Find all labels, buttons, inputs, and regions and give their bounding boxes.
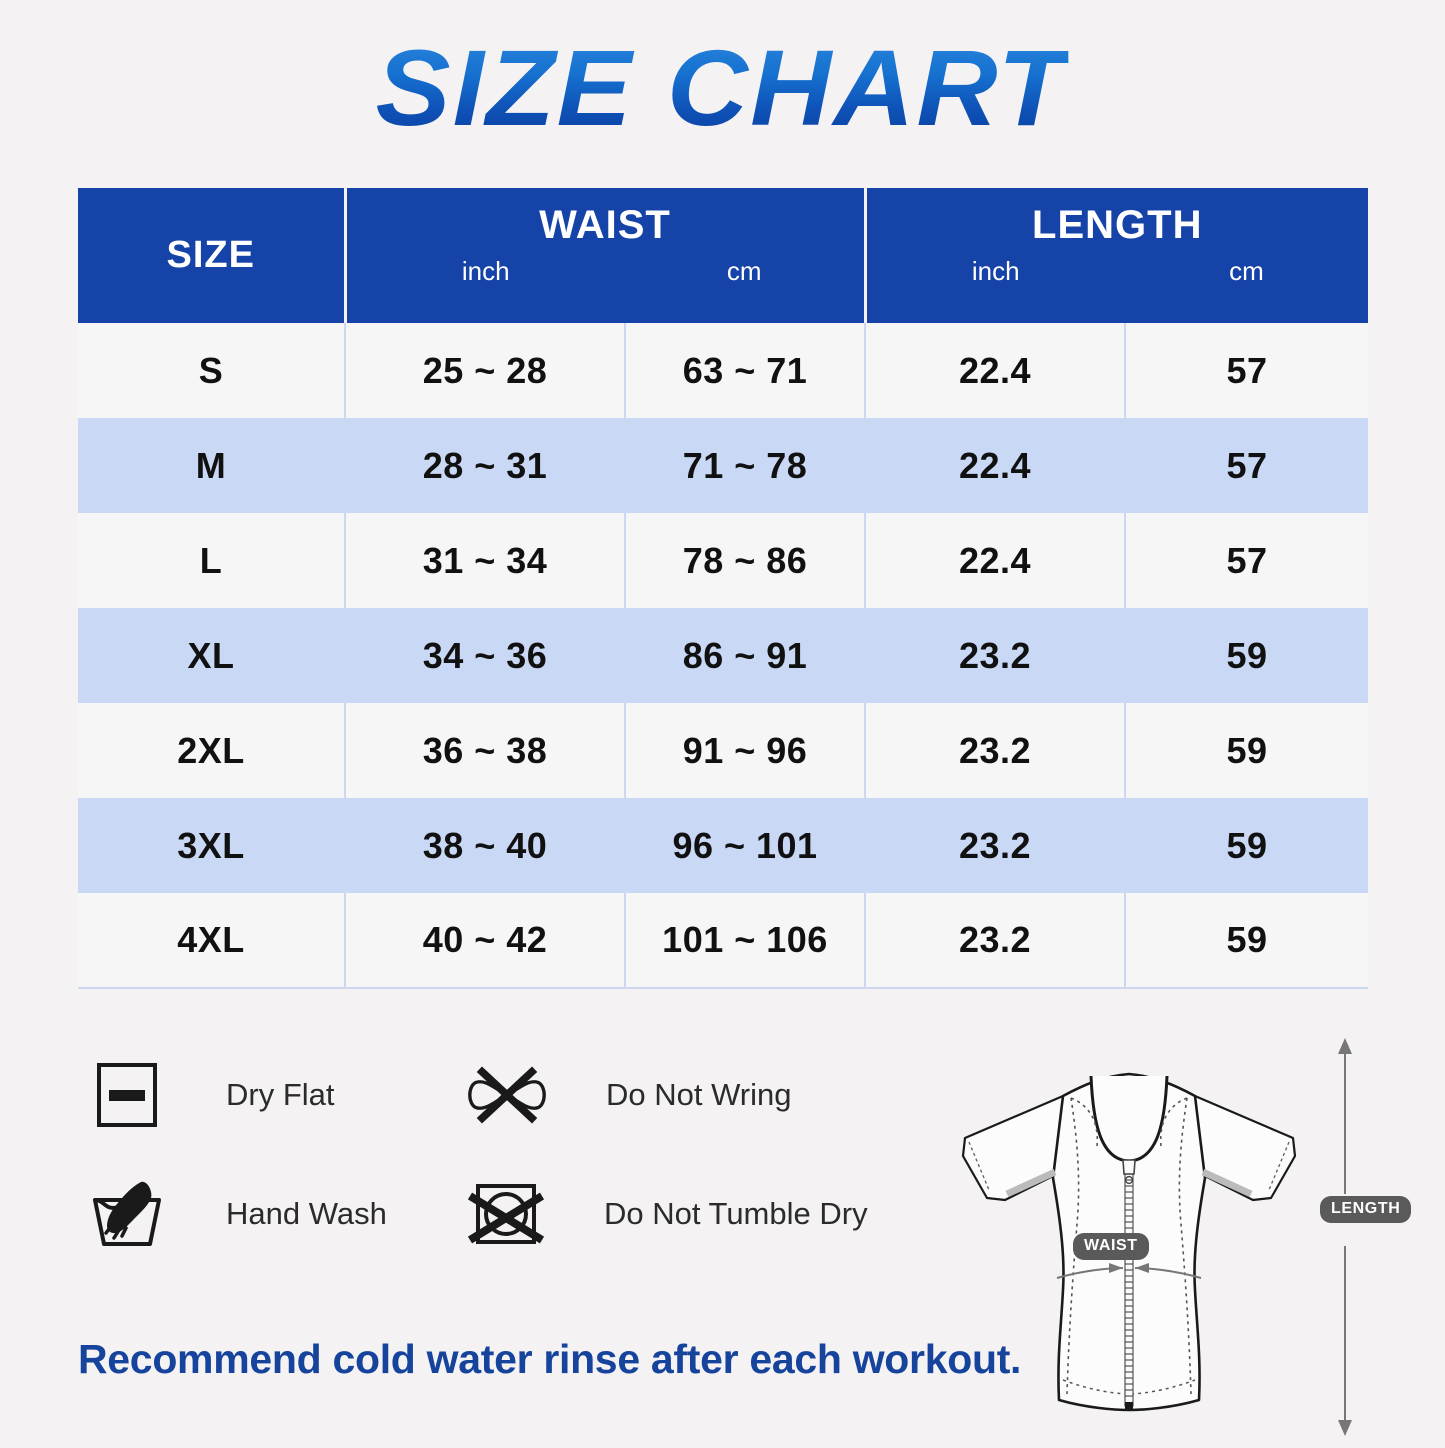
size-chart-table: SIZE WAIST LENGTH inch cm inch cm S 25 ~ …: [78, 188, 1369, 989]
recommendation-text: Recommend cold water rinse after each wo…: [78, 1336, 1022, 1382]
cell-waist-inch: 31 ~ 34: [345, 513, 626, 608]
cell-size: XL: [78, 608, 346, 703]
cell-size: 2XL: [78, 703, 346, 798]
care-label-hand-wash: Hand Wash: [226, 1196, 387, 1231]
cell-length-cm: 57: [1125, 418, 1369, 513]
cell-length-inch: 22.4: [865, 418, 1127, 513]
table-row: 4XL 40 ~ 42 101 ~ 106 23.2 59: [78, 893, 1369, 989]
cell-length-inch: 23.2: [865, 893, 1127, 989]
waist-badge: WAIST: [1073, 1233, 1149, 1260]
cell-waist-cm: 78 ~ 86: [625, 513, 867, 608]
cell-waist-cm: 71 ~ 78: [625, 418, 867, 513]
length-badge: LENGTH: [1320, 1196, 1412, 1223]
table-row: 2XL 36 ~ 38 91 ~ 96 23.2 59: [78, 703, 1369, 798]
cell-waist-inch: 38 ~ 40: [345, 798, 626, 893]
header-waist: WAIST: [345, 188, 867, 250]
table-row: M 28 ~ 31 71 ~ 78 22.4 57: [78, 418, 1369, 513]
cell-length-cm: 59: [1125, 798, 1369, 893]
hand-wash-icon: [86, 1178, 168, 1250]
header-length: LENGTH: [865, 188, 1369, 250]
cell-length-inch: 23.2: [865, 703, 1127, 798]
header-length-cm: cm: [1125, 250, 1369, 323]
cell-length-cm: 59: [1125, 608, 1369, 703]
dry-flat-icon: [86, 1060, 168, 1130]
do-not-tumble-dry-icon: [466, 1178, 546, 1250]
care-item-hand-wash: Hand Wash: [86, 1178, 466, 1250]
cell-waist-cm: 86 ~ 91: [625, 608, 867, 703]
table-row: 3XL 38 ~ 40 96 ~ 101 23.2 59: [78, 798, 1369, 893]
cell-length-cm: 59: [1125, 893, 1369, 989]
cell-length-inch: 23.2: [865, 798, 1127, 893]
garment-illustration: [961, 1038, 1352, 1436]
page-title: SIZE CHART: [376, 26, 1069, 148]
table-body: S 25 ~ 28 63 ~ 71 22.4 57 M 28 ~ 31 71 ~ 78 22.4…: [78, 323, 1369, 989]
care-label-do-not-wring: Do Not Wring: [606, 1077, 792, 1112]
cell-length-inch: 23.2: [865, 608, 1127, 703]
garment-diagram: WAIST LENGTH: [945, 1028, 1415, 1443]
care-row-1: Dry Flat Do Not Wring: [86, 1060, 946, 1130]
header-waist-cm: cm: [625, 250, 867, 323]
care-row-2: Hand Wash Do Not Tumble Dry: [86, 1178, 946, 1250]
cell-size: M: [78, 418, 346, 513]
cell-waist-cm: 91 ~ 96: [625, 703, 867, 798]
care-item-do-not-wring: Do Not Wring: [466, 1060, 846, 1130]
header-length-inch: inch: [865, 250, 1126, 323]
care-instructions: Dry Flat Do Not Wring: [86, 1060, 946, 1298]
care-item-dry-flat: Dry Flat: [86, 1060, 466, 1130]
cell-waist-inch: 34 ~ 36: [345, 608, 626, 703]
cell-waist-inch: 28 ~ 31: [345, 418, 626, 513]
table-header: SIZE WAIST LENGTH inch cm inch cm: [78, 188, 1369, 323]
cell-waist-inch: 36 ~ 38: [345, 703, 626, 798]
table-row: S 25 ~ 28 63 ~ 71 22.4 57: [78, 323, 1369, 418]
care-label-do-not-tumble-dry: Do Not Tumble Dry: [604, 1196, 868, 1231]
cell-length-cm: 57: [1125, 323, 1369, 418]
cell-length-inch: 22.4: [865, 513, 1127, 608]
cell-waist-inch: 40 ~ 42: [345, 893, 626, 989]
cell-size: 4XL: [78, 893, 346, 989]
cell-waist-inch: 25 ~ 28: [345, 323, 626, 418]
header-waist-inch: inch: [345, 250, 625, 323]
cell-size: S: [78, 323, 346, 418]
care-label-dry-flat: Dry Flat: [226, 1077, 335, 1112]
care-item-do-not-tumble-dry: Do Not Tumble Dry: [466, 1178, 868, 1250]
table-row: L 31 ~ 34 78 ~ 86 22.4 57: [78, 513, 1369, 608]
cell-length-cm: 57: [1125, 513, 1369, 608]
cell-size: 3XL: [78, 798, 346, 893]
cell-size: L: [78, 513, 346, 608]
do-not-wring-icon: [466, 1060, 548, 1130]
cell-length-cm: 59: [1125, 703, 1369, 798]
cell-waist-cm: 101 ~ 106: [625, 893, 867, 989]
cell-length-inch: 22.4: [865, 323, 1127, 418]
table-row: XL 34 ~ 36 86 ~ 91 23.2 59: [78, 608, 1369, 703]
cell-waist-cm: 63 ~ 71: [625, 323, 867, 418]
title-bar: SIZE CHART: [0, 0, 1445, 175]
cell-waist-cm: 96 ~ 101: [625, 798, 867, 893]
header-size: SIZE: [78, 188, 347, 323]
